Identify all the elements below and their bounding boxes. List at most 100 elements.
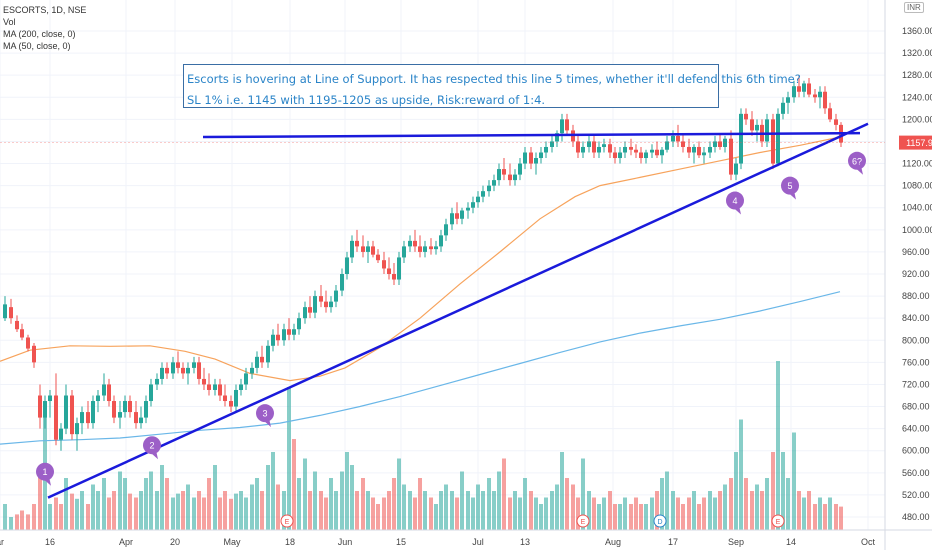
volume-bar [813,504,817,530]
event-marker-label: E [285,519,290,526]
volume-bar [781,452,785,530]
touch-marker-4: 4 [726,191,744,215]
candle-body [43,401,47,418]
candle-body [550,141,554,147]
marker-bubble [143,436,161,455]
candle-body [197,362,201,379]
volume-bar [271,452,275,530]
marker-label: 4 [732,196,737,206]
volume-bar [729,478,733,530]
candle-body [423,246,427,252]
volume-bar [165,478,169,530]
candle-body [118,412,122,418]
volume-bar [492,491,496,530]
candle-body [828,108,832,120]
candle-body [644,152,648,159]
price-tick-label: 600.00 [902,446,930,456]
volume-bar [197,491,201,530]
candle-body [382,260,386,269]
volume-bar [340,471,344,530]
volume-bar [639,504,643,530]
volume-bar [402,484,406,530]
volume-bar [75,498,79,530]
candle-body [608,144,612,153]
event-marker [771,514,785,528]
marker-label: 5 [787,181,792,191]
volume-bar [234,493,238,530]
candle-body [444,224,448,236]
annotation-note[interactable]: Escorts is hovering at Line of Support. … [183,64,801,108]
time-tick-label: Oct [861,537,876,547]
volume-bar [513,491,517,530]
volume-bar [329,478,333,530]
candle-body [660,149,664,156]
volume-bar [26,514,30,530]
volume-bar [807,491,811,530]
price-tick-label: 960.00 [902,247,930,257]
volume-bar [713,497,717,530]
candle-body [239,384,243,390]
volume-bar [155,491,159,530]
candle-body [671,135,675,142]
candle-body [48,395,52,402]
candle-body [634,149,638,153]
volume-bar [629,504,633,530]
volume-bar [371,497,375,530]
candle-body [171,362,175,374]
last-price-tag [899,135,932,150]
volume-bar [592,497,596,530]
volume-bar [523,478,527,530]
currency-badge[interactable]: INR [904,2,924,13]
volume-bar [544,497,548,530]
volume-bar [797,491,801,530]
marker-label: 3 [262,409,267,419]
volume-bar [550,491,554,530]
ma50-legend: MA (50, close, 0) [3,41,71,51]
candle-body [713,141,717,147]
volume-bar [818,497,822,530]
candle-body [329,301,333,308]
volume-bar [382,497,386,530]
marker-label: 1 [42,467,47,477]
volume-bar [702,497,706,530]
candle-body [181,367,185,374]
candle-body [466,207,470,211]
price-tick-label: 1120.00 [902,159,932,169]
price-tick-label: 1320.00 [902,48,932,58]
event-marker-label: E [776,519,781,526]
volume-bar [750,491,754,530]
candle-body [250,367,254,374]
candle-body [639,152,643,159]
candle-body [139,417,143,424]
volume-legend: Vol [3,17,16,27]
last-price-label: 1157.90 [906,138,932,148]
volume-bar [86,504,90,530]
volume-bar [128,493,132,530]
candle-body [255,356,259,368]
candle-body [539,152,543,159]
candle-body [9,307,13,319]
volume-bar [481,491,485,530]
volume-bar [418,478,422,530]
volume-bar [602,497,606,530]
candle-body [38,395,42,418]
volume-bar [366,491,370,530]
volume-bar [786,478,790,530]
candle-body [202,378,206,385]
volume-bar [723,484,727,530]
candle-body [313,296,317,313]
volume-bar [387,491,391,530]
candle-body [192,362,196,368]
candle-body [523,152,527,164]
volume-bar [739,419,743,530]
volume-bar [765,478,769,530]
volume-bar [487,478,491,530]
volume-bar [202,497,206,530]
touch-marker-6: 6? [848,151,866,175]
volume-bar [776,361,780,530]
volume-bar [466,491,470,530]
candle-body [455,213,459,219]
candle-body [397,257,401,280]
volume-bar [734,452,738,530]
candle-body [218,384,222,396]
